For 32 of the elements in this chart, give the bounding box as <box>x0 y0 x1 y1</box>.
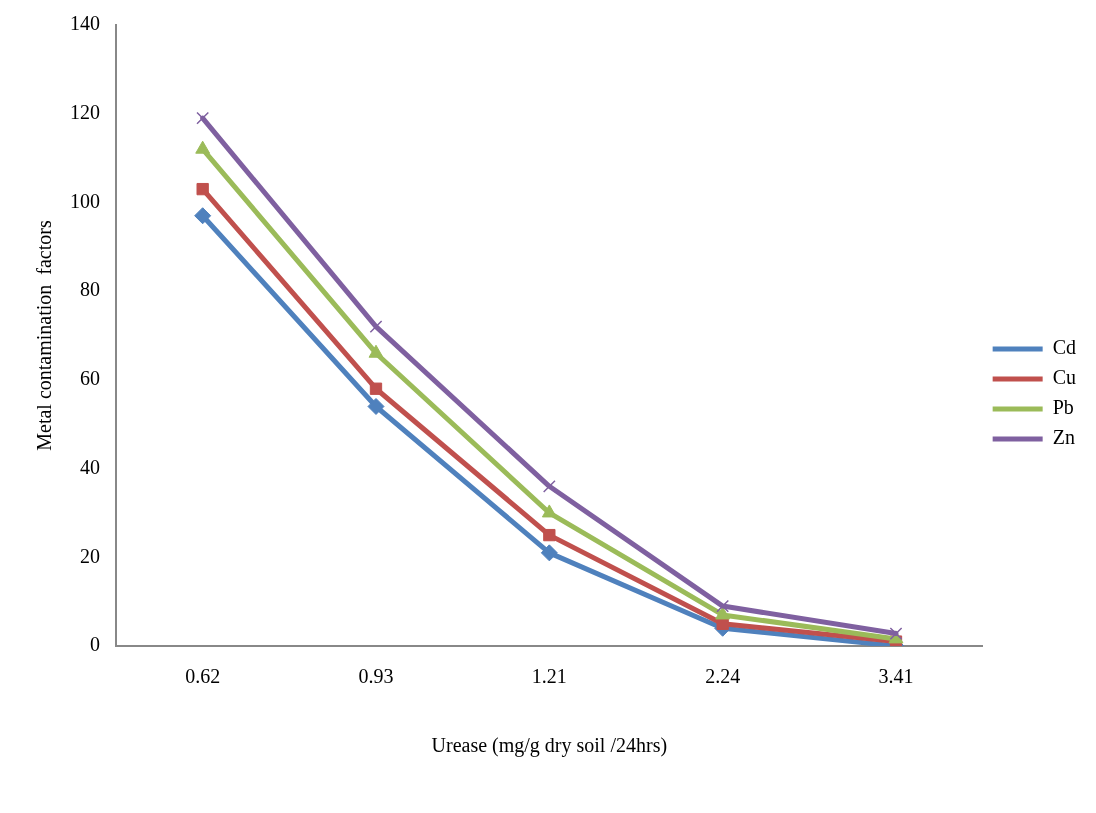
y-tick-label: 100 <box>70 189 100 212</box>
y-tick-label: 40 <box>80 455 100 478</box>
x-tick-label: 1.21 <box>531 665 567 688</box>
y-tick-label: 60 <box>80 367 100 390</box>
y-tick-label: 80 <box>80 278 100 301</box>
y-tick-label: 20 <box>80 544 100 567</box>
y-tick-label: 140 <box>70 12 100 35</box>
point <box>542 479 556 493</box>
point <box>541 504 557 518</box>
point <box>543 528 556 542</box>
x-tick-label: 3.41 <box>878 665 914 688</box>
point <box>715 606 731 620</box>
point <box>194 207 212 225</box>
point <box>368 344 384 358</box>
x-axis-title: Urease (mg/g dry soil /24hrs) <box>431 734 668 758</box>
point <box>716 599 730 613</box>
legend-label: Pb <box>1052 396 1074 419</box>
point <box>540 544 558 562</box>
legend-label: Zn <box>1052 426 1075 449</box>
x-tick-label: 2.24 <box>705 665 741 688</box>
y-tick-label: 0 <box>90 633 100 656</box>
point <box>369 382 383 395</box>
x-tick-label: 0.93 <box>358 665 394 688</box>
legend-label: Cu <box>1052 366 1076 389</box>
point <box>196 111 210 125</box>
legend-label: Cd <box>1052 336 1076 359</box>
y-tick-label: 120 <box>70 100 100 123</box>
point <box>889 627 903 640</box>
x-tick-label: 0.62 <box>185 665 221 688</box>
y-axis-title: Metal contamination factors <box>33 220 56 451</box>
point <box>196 182 209 196</box>
point <box>367 397 385 415</box>
